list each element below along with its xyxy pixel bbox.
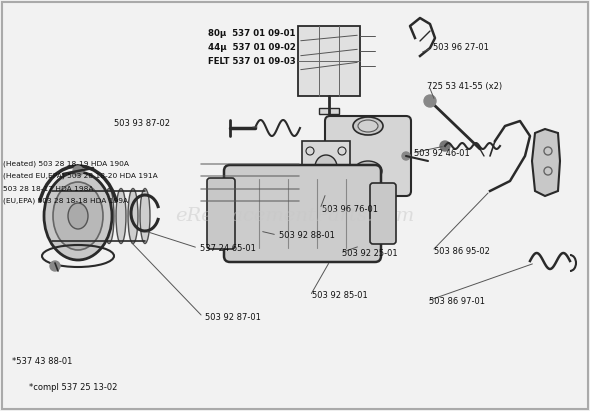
Text: (Heated) 503 28 18-19 HDA 190A: (Heated) 503 28 18-19 HDA 190A [3,161,129,167]
Ellipse shape [68,189,78,243]
Bar [319,108,339,114]
Text: FELT 537 01 09-03: FELT 537 01 09-03 [208,58,296,67]
Text: 503 92 88-01: 503 92 88-01 [279,231,335,240]
Ellipse shape [92,189,102,243]
Ellipse shape [104,189,114,243]
Circle shape [50,261,60,271]
FancyBboxPatch shape [370,183,396,244]
Ellipse shape [353,117,383,135]
Ellipse shape [80,189,90,243]
Ellipse shape [44,172,112,260]
Text: 725 53 41-55 (x2): 725 53 41-55 (x2) [427,81,502,90]
Ellipse shape [358,120,378,132]
Text: 537 24 65-01: 537 24 65-01 [200,243,256,252]
Ellipse shape [359,165,377,177]
Polygon shape [532,129,560,196]
Text: *compl 537 25 13-02: *compl 537 25 13-02 [29,383,117,392]
Text: (EU,EPA) 503 28 18-18 HDA 199A: (EU,EPA) 503 28 18-18 HDA 199A [3,198,128,204]
Text: 503 92 46-01: 503 92 46-01 [414,148,470,157]
Ellipse shape [116,189,126,243]
FancyBboxPatch shape [224,165,381,262]
Text: 503 92 85-01: 503 92 85-01 [312,291,368,300]
Text: (Heated EU,EPA) 503 28 18-20 HDA 191A: (Heated EU,EPA) 503 28 18-20 HDA 191A [3,173,158,179]
Circle shape [424,95,436,107]
FancyBboxPatch shape [207,178,235,249]
Ellipse shape [68,203,88,229]
Text: 80μ  537 01 09-01: 80μ 537 01 09-01 [208,28,296,37]
Bar [298,26,360,96]
Text: 503 28 18-17 HDA 198A: 503 28 18-17 HDA 198A [3,186,93,192]
Text: 503 86 97-01: 503 86 97-01 [429,296,485,305]
Text: eReplacementParts.com: eReplacementParts.com [175,207,415,225]
Ellipse shape [56,189,66,243]
Ellipse shape [354,161,382,181]
Circle shape [402,152,410,160]
Ellipse shape [315,155,337,179]
Circle shape [440,141,450,151]
Text: *537 43 88-01: *537 43 88-01 [12,356,73,365]
Text: 503 96 76-01: 503 96 76-01 [322,205,378,213]
Text: 503 92 87-01: 503 92 87-01 [205,312,261,321]
Ellipse shape [53,182,103,250]
Text: 503 92 25-01: 503 92 25-01 [342,249,398,258]
Bar [302,141,350,193]
Circle shape [73,166,83,176]
Text: 503 86 95-02: 503 86 95-02 [434,247,490,256]
Text: 503 96 27-01: 503 96 27-01 [433,44,489,53]
Ellipse shape [140,189,150,243]
Text: 44μ  537 01 09-02: 44μ 537 01 09-02 [208,44,296,53]
FancyBboxPatch shape [325,116,411,196]
Ellipse shape [128,189,138,243]
Text: 503 93 87-02: 503 93 87-02 [114,120,170,129]
